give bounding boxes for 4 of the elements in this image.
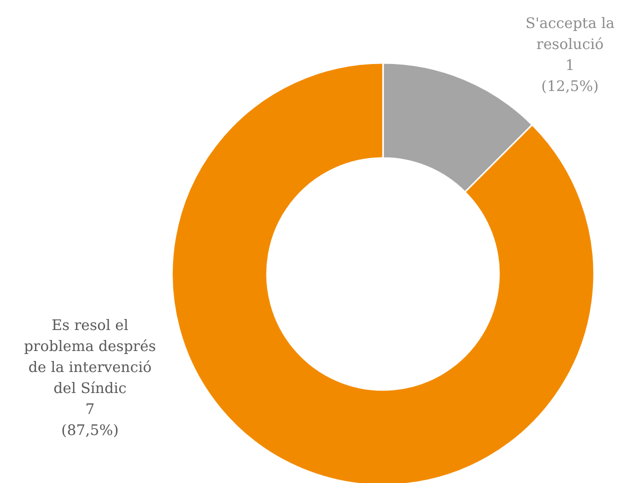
slice-label: S'accepta la resolució [525, 16, 615, 53]
data-label: 7 (87,5%) [61, 402, 119, 439]
slice-label: Es resol el problema després de la intervenció del Síndic [24, 318, 156, 397]
data-label: 1 (12,5%) [541, 58, 599, 95]
